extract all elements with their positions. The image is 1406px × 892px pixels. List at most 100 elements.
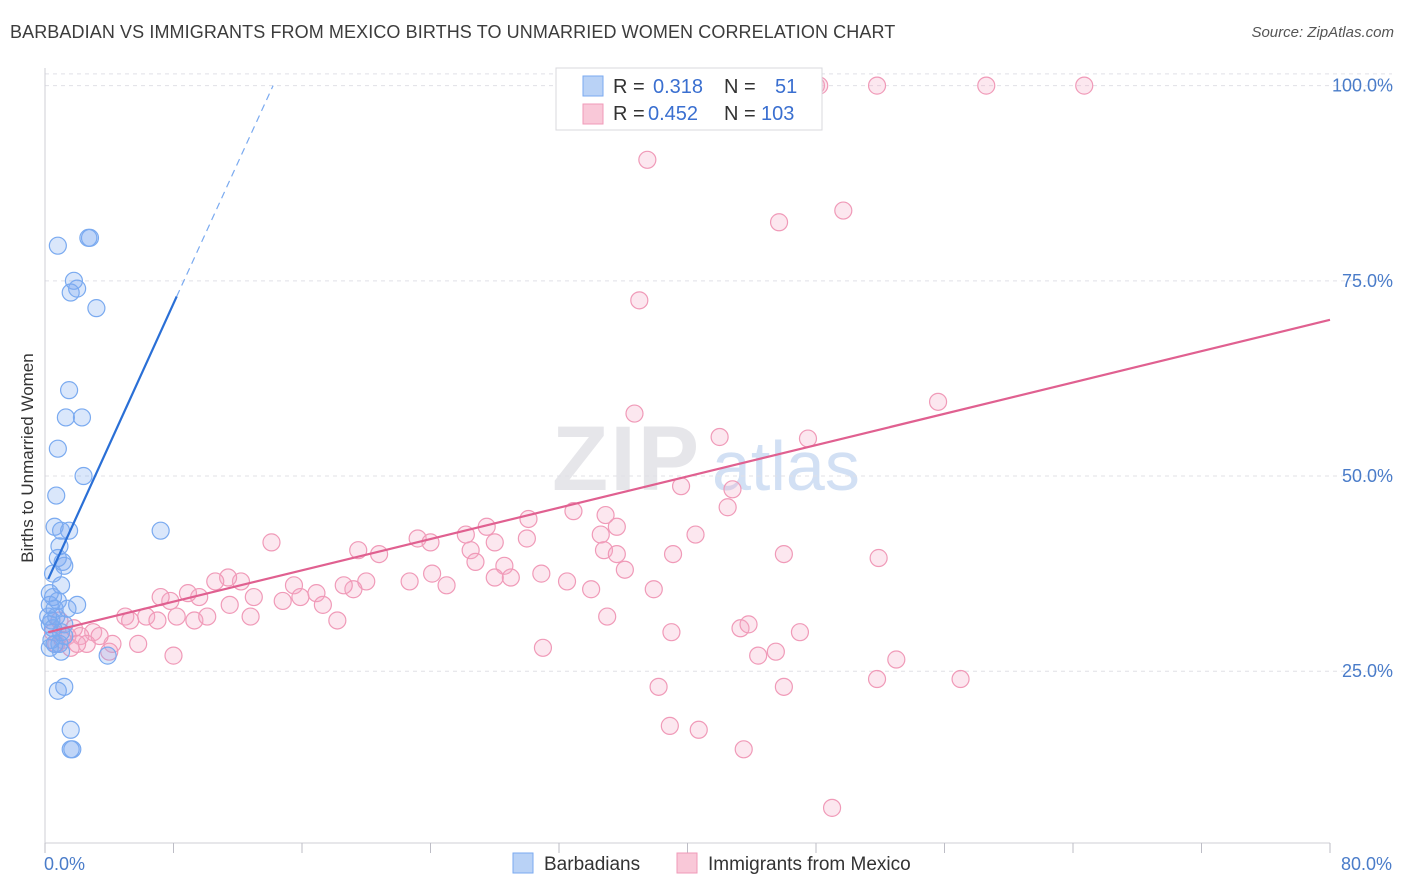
point-barbadians-48 xyxy=(63,740,82,759)
point-mexico-24 xyxy=(686,525,705,544)
legend-swatch-mexico xyxy=(582,103,604,125)
point-barbadians-0 xyxy=(48,236,67,255)
point-barbadians-6 xyxy=(87,299,106,318)
x-tick-label-max: 80.0% xyxy=(1341,854,1392,874)
trend-lines xyxy=(47,85,1331,634)
point-mexico-38 xyxy=(466,552,485,572)
point-mexico-26 xyxy=(718,498,737,517)
bottom-legend-label-mexico: Immigrants from Mexico xyxy=(708,854,911,875)
point-barbadians-8 xyxy=(56,408,75,427)
point-mexico-101 xyxy=(951,669,970,689)
y-tick-label-3: 100.0% xyxy=(1332,76,1393,96)
point-mexico-14 xyxy=(723,480,742,499)
point-mexico-7 xyxy=(834,201,853,220)
trend-line-mexico xyxy=(47,318,1331,634)
point-barbadians-7 xyxy=(59,381,79,400)
point-barbadians-10 xyxy=(48,439,67,458)
bottom-legend-swatch-mexico xyxy=(676,852,698,874)
point-mexico-74 xyxy=(313,595,332,614)
series-barbadians xyxy=(39,228,170,759)
point-mexico-23 xyxy=(607,545,626,564)
point-mexico-106 xyxy=(739,615,758,634)
point-mexico-4 xyxy=(1075,76,1094,95)
point-mexico-93 xyxy=(662,623,681,642)
point-mexico-5 xyxy=(638,150,657,169)
chart-title: BARBADIAN VS IMMIGRANTS FROM MEXICO BIRT… xyxy=(10,22,896,42)
legend: R = 0.318 N = 51 R = 0.452 N = 103 xyxy=(555,67,823,131)
point-mexico-30 xyxy=(485,533,504,552)
point-mexico-42 xyxy=(557,572,577,591)
point-barbadians-40 xyxy=(40,638,59,657)
x-tick-label-min: 0.0% xyxy=(44,854,85,874)
point-mexico-15 xyxy=(596,505,615,525)
point-mexico-6 xyxy=(769,213,789,232)
point-mexico-25 xyxy=(663,545,683,564)
legend-r-label-barbadians: R = xyxy=(613,76,645,98)
point-mexico-11 xyxy=(710,427,729,447)
point-mexico-75 xyxy=(328,611,347,630)
bottom-legend: Barbadians Immigrants from Mexico xyxy=(512,852,911,875)
watermark-zip: ZIP xyxy=(552,408,701,510)
point-barbadians-2 xyxy=(79,228,98,247)
point-mexico-103 xyxy=(660,716,679,735)
point-mexico-49 xyxy=(400,572,419,591)
point-mexico-8 xyxy=(630,291,649,310)
point-barbadians-9 xyxy=(72,408,92,427)
point-mexico-100 xyxy=(774,677,793,696)
y-axis-label: Births to Unmarried Women xyxy=(18,353,37,562)
point-mexico-28 xyxy=(869,548,888,568)
point-mexico-67 xyxy=(148,611,167,630)
point-mexico-68 xyxy=(167,607,186,626)
y-tick-label-1: 50.0% xyxy=(1342,466,1393,486)
axes xyxy=(44,68,1331,853)
point-mexico-48 xyxy=(437,576,456,595)
point-mexico-59 xyxy=(206,572,225,591)
point-mexico-102 xyxy=(649,677,668,696)
point-mexico-37 xyxy=(423,564,442,583)
point-mexico-39 xyxy=(495,556,514,575)
y-tick-label-0: 25.0% xyxy=(1342,661,1393,681)
point-barbadians-43 xyxy=(98,646,117,665)
point-mexico-41 xyxy=(532,564,551,583)
point-barbadians-28 xyxy=(68,595,87,614)
point-mexico-73 xyxy=(291,587,310,607)
point-mexico-99 xyxy=(867,669,887,689)
point-barbadians-11 xyxy=(74,466,93,486)
point-mexico-16 xyxy=(564,502,583,521)
legend-n-value-mexico: 103 xyxy=(761,103,794,125)
legend-n-value-barbadians: 51 xyxy=(775,76,797,98)
trend-line-barbadians xyxy=(47,295,178,580)
point-mexico-47 xyxy=(485,568,504,587)
point-mexico-107 xyxy=(822,798,842,817)
point-mexico-90 xyxy=(129,634,148,653)
point-mexico-44 xyxy=(615,560,634,579)
point-mexico-3 xyxy=(977,76,996,95)
point-barbadians-42 xyxy=(51,642,71,661)
point-mexico-54 xyxy=(284,576,304,595)
trend-line-barbadians-extension xyxy=(176,85,274,297)
point-mexico-45 xyxy=(644,580,663,599)
point-mexico-104 xyxy=(689,720,708,739)
point-mexico-72 xyxy=(241,607,260,626)
point-mexico-34 xyxy=(349,541,368,560)
series-mexico xyxy=(43,76,1094,817)
point-mexico-91 xyxy=(164,646,183,665)
point-mexico-97 xyxy=(766,642,785,661)
bottom-legend-swatch-barbadians xyxy=(512,852,534,874)
point-mexico-21 xyxy=(517,529,536,548)
point-mexico-51 xyxy=(344,580,363,599)
point-barbadians-46 xyxy=(61,720,80,739)
point-barbadians-5 xyxy=(68,279,87,298)
point-mexico-105 xyxy=(734,740,753,759)
legend-swatch-barbadians xyxy=(582,75,604,97)
legend-r-value-mexico: 0.452 xyxy=(648,103,698,125)
point-barbadians-16 xyxy=(151,521,170,540)
legend-r-value-barbadians: 0.318 xyxy=(653,76,703,98)
point-mexico-46 xyxy=(598,607,617,626)
point-mexico-35 xyxy=(262,533,281,552)
bottom-legend-label-barbadians: Barbadians xyxy=(544,854,640,875)
point-mexico-55 xyxy=(273,591,292,611)
source-label: Source: ZipAtlas.com xyxy=(1251,24,1394,41)
legend-r-label-mexico: R = xyxy=(613,103,645,125)
